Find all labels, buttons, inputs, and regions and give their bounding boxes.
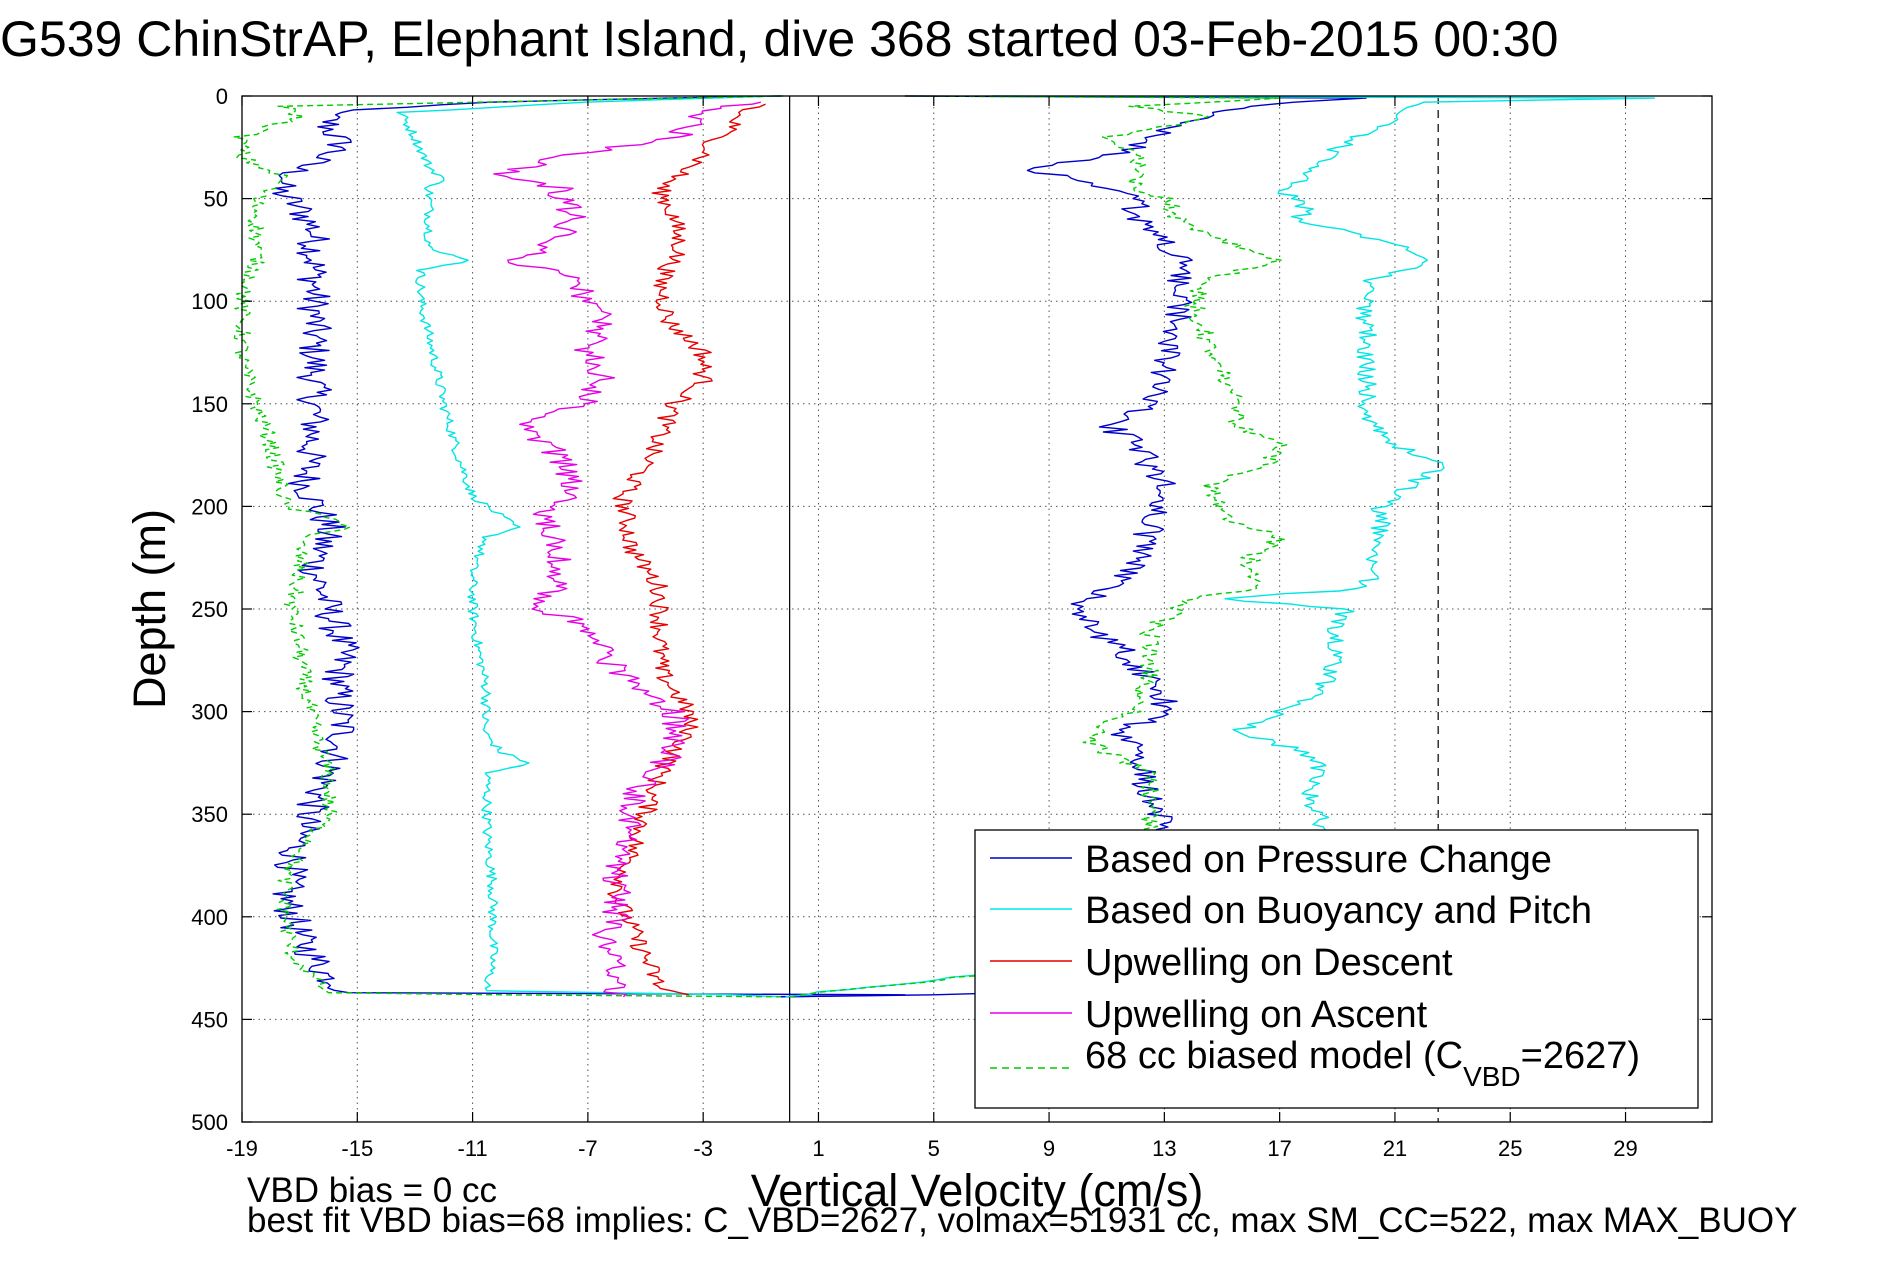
series-upwelling_descent xyxy=(607,103,766,996)
y-tick-label: 50 xyxy=(204,187,228,212)
legend-label-buoyancy: Based on Buoyancy and Pitch xyxy=(1085,890,1592,932)
y-axis-label: Depth (m) xyxy=(124,509,175,709)
y-tick-label: 100 xyxy=(191,289,228,314)
legend-label-biased-model: 68 cc biased model (CVBD=2627) xyxy=(1085,1035,1640,1092)
x-tick-label: -3 xyxy=(693,1136,713,1161)
y-tick-label: 300 xyxy=(191,700,228,725)
tick-layer: -19 -15 -11 -7 -3 1 5 9 13 17 21 25 29 0 50 100 150 200 25… xyxy=(191,84,1712,1161)
legend: Based on Pressure Change Based on Buoyan… xyxy=(974,829,1699,1109)
legend-label-upwelling-ascent: Upwelling on Ascent xyxy=(1085,994,1428,1036)
legend-label-biased-model-main: 68 cc biased model (C xyxy=(1085,1035,1463,1077)
best-fit-note: best fit VBD bias=68 implies: C_VBD=2627… xyxy=(247,1201,1798,1240)
x-tick-label: 21 xyxy=(1383,1136,1407,1161)
y-tick-label: 250 xyxy=(191,597,228,622)
x-tick-label: 5 xyxy=(928,1136,940,1161)
series-upwelling_ascent xyxy=(493,101,761,998)
x-tick-label: 25 xyxy=(1498,1136,1522,1161)
chart-title: G539 ChinStrAP, Elephant Island, dive 36… xyxy=(0,11,1559,67)
legend-box xyxy=(974,829,1699,1109)
x-tick-label: -7 xyxy=(578,1136,598,1161)
series-buoyancy_descent xyxy=(396,95,782,998)
y-tick-label: 400 xyxy=(191,905,228,930)
y-tick-label: 500 xyxy=(191,1110,228,1135)
x-tick-label: 17 xyxy=(1267,1136,1291,1161)
x-tick-label: -19 xyxy=(226,1136,258,1161)
legend-label-upwelling-descent: Upwelling on Descent xyxy=(1085,942,1453,984)
x-tick-label: 29 xyxy=(1613,1136,1637,1161)
y-tick-label: 350 xyxy=(191,802,228,827)
x-tick-label: -11 xyxy=(458,1136,488,1161)
x-tick-label: -15 xyxy=(341,1136,373,1161)
legend-label-biased-model-tail: =2627) xyxy=(1521,1035,1640,1077)
legend-label-biased-model-sub: VBD xyxy=(1463,1061,1521,1092)
x-tick-label: 13 xyxy=(1152,1136,1176,1161)
x-tick-label: 9 xyxy=(1043,1136,1055,1161)
y-tick-label: 450 xyxy=(191,1007,228,1032)
y-tick-label: 150 xyxy=(191,392,228,417)
x-tick-label: 1 xyxy=(812,1136,824,1161)
series-pressure_descent xyxy=(272,95,906,998)
y-tick-label: 200 xyxy=(191,494,228,519)
x-axis-label: Vertical Velocity (cm/s) xyxy=(751,1165,1204,1216)
y-tick-label: 0 xyxy=(216,84,228,109)
legend-label-pressure: Based on Pressure Change xyxy=(1085,839,1552,881)
series-model_descent xyxy=(232,95,784,998)
vbd-bias-note: VBD bias = 0 cc xyxy=(247,1171,497,1210)
